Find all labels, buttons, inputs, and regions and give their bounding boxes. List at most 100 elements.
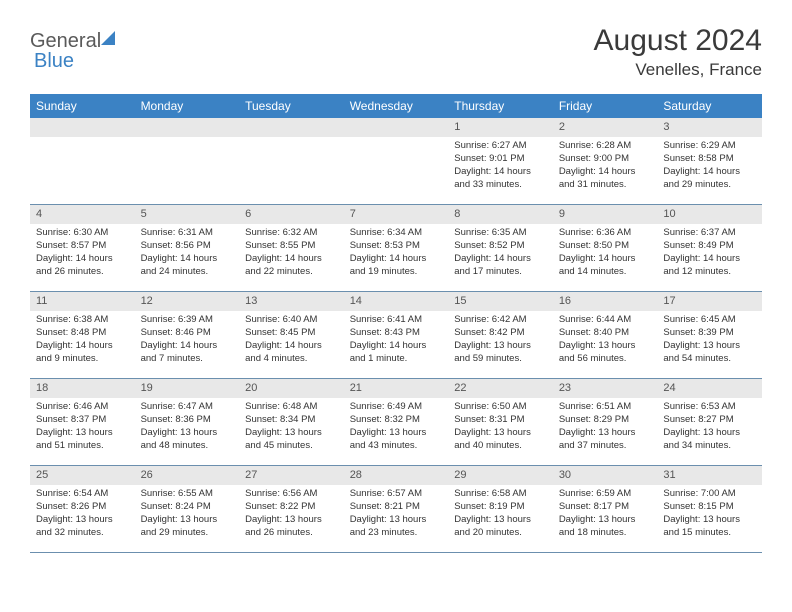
day-details: Sunrise: 6:31 AMSunset: 8:56 PMDaylight:… bbox=[135, 224, 240, 282]
day-number: 11 bbox=[30, 292, 135, 311]
day-number: 4 bbox=[30, 205, 135, 224]
weekday-header: Monday bbox=[135, 94, 240, 118]
calendar-day-cell: 23Sunrise: 6:51 AMSunset: 8:29 PMDayligh… bbox=[553, 379, 658, 466]
sunset-text: Sunset: 8:37 PM bbox=[36, 414, 129, 427]
daylight-text: Daylight: 13 hours and 37 minutes. bbox=[559, 427, 652, 453]
sunrise-text: Sunrise: 6:53 AM bbox=[663, 401, 756, 414]
sunset-text: Sunset: 8:57 PM bbox=[36, 240, 129, 253]
day-details: Sunrise: 6:37 AMSunset: 8:49 PMDaylight:… bbox=[657, 224, 762, 282]
day-details: Sunrise: 6:36 AMSunset: 8:50 PMDaylight:… bbox=[553, 224, 658, 282]
day-details: Sunrise: 6:51 AMSunset: 8:29 PMDaylight:… bbox=[553, 398, 658, 456]
day-number: 7 bbox=[344, 205, 449, 224]
day-details: Sunrise: 6:56 AMSunset: 8:22 PMDaylight:… bbox=[239, 485, 344, 543]
day-number: 28 bbox=[344, 466, 449, 485]
daylight-text: Daylight: 14 hours and 33 minutes. bbox=[454, 166, 547, 192]
day-number bbox=[30, 118, 135, 137]
daylight-text: Daylight: 13 hours and 54 minutes. bbox=[663, 340, 756, 366]
sunset-text: Sunset: 8:34 PM bbox=[245, 414, 338, 427]
calendar-day-cell: 11Sunrise: 6:38 AMSunset: 8:48 PMDayligh… bbox=[30, 292, 135, 379]
day-number: 19 bbox=[135, 379, 240, 398]
location-label: Venelles, France bbox=[594, 60, 762, 80]
sunset-text: Sunset: 8:42 PM bbox=[454, 327, 547, 340]
sunrise-text: Sunrise: 6:55 AM bbox=[141, 488, 234, 501]
calendar-day-cell: 24Sunrise: 6:53 AMSunset: 8:27 PMDayligh… bbox=[657, 379, 762, 466]
sunset-text: Sunset: 8:22 PM bbox=[245, 501, 338, 514]
sunset-text: Sunset: 8:50 PM bbox=[559, 240, 652, 253]
calendar-day-cell: 30Sunrise: 6:59 AMSunset: 8:17 PMDayligh… bbox=[553, 466, 658, 553]
day-details: Sunrise: 6:54 AMSunset: 8:26 PMDaylight:… bbox=[30, 485, 135, 543]
brand-part2: Blue bbox=[34, 50, 74, 73]
sunrise-text: Sunrise: 6:36 AM bbox=[559, 227, 652, 240]
day-details: Sunrise: 6:45 AMSunset: 8:39 PMDaylight:… bbox=[657, 311, 762, 369]
calendar-day-cell bbox=[344, 118, 449, 205]
calendar-day-cell: 4Sunrise: 6:30 AMSunset: 8:57 PMDaylight… bbox=[30, 205, 135, 292]
sunset-text: Sunset: 8:32 PM bbox=[350, 414, 443, 427]
day-details: Sunrise: 6:39 AMSunset: 8:46 PMDaylight:… bbox=[135, 311, 240, 369]
calendar-day-cell: 13Sunrise: 6:40 AMSunset: 8:45 PMDayligh… bbox=[239, 292, 344, 379]
calendar-day-cell: 15Sunrise: 6:42 AMSunset: 8:42 PMDayligh… bbox=[448, 292, 553, 379]
day-number: 24 bbox=[657, 379, 762, 398]
calendar-header-row: SundayMondayTuesdayWednesdayThursdayFrid… bbox=[30, 94, 762, 118]
daylight-text: Daylight: 14 hours and 17 minutes. bbox=[454, 253, 547, 279]
sunrise-text: Sunrise: 6:41 AM bbox=[350, 314, 443, 327]
sunrise-text: Sunrise: 6:59 AM bbox=[559, 488, 652, 501]
day-number: 9 bbox=[553, 205, 658, 224]
day-number: 31 bbox=[657, 466, 762, 485]
day-number: 3 bbox=[657, 118, 762, 137]
sunrise-text: Sunrise: 6:51 AM bbox=[559, 401, 652, 414]
sunset-text: Sunset: 9:01 PM bbox=[454, 153, 547, 166]
sunrise-text: Sunrise: 6:49 AM bbox=[350, 401, 443, 414]
daylight-text: Daylight: 13 hours and 48 minutes. bbox=[141, 427, 234, 453]
day-details: Sunrise: 6:42 AMSunset: 8:42 PMDaylight:… bbox=[448, 311, 553, 369]
sunrise-text: Sunrise: 6:50 AM bbox=[454, 401, 547, 414]
calendar-day-cell bbox=[135, 118, 240, 205]
sunset-text: Sunset: 8:29 PM bbox=[559, 414, 652, 427]
day-number: 1 bbox=[448, 118, 553, 137]
sunset-text: Sunset: 8:24 PM bbox=[141, 501, 234, 514]
day-details: Sunrise: 6:41 AMSunset: 8:43 PMDaylight:… bbox=[344, 311, 449, 369]
sunrise-text: Sunrise: 6:42 AM bbox=[454, 314, 547, 327]
calendar-day-cell: 5Sunrise: 6:31 AMSunset: 8:56 PMDaylight… bbox=[135, 205, 240, 292]
day-details: Sunrise: 6:27 AMSunset: 9:01 PMDaylight:… bbox=[448, 137, 553, 195]
day-number: 26 bbox=[135, 466, 240, 485]
sunrise-text: Sunrise: 6:47 AM bbox=[141, 401, 234, 414]
daylight-text: Daylight: 13 hours and 51 minutes. bbox=[36, 427, 129, 453]
daylight-text: Daylight: 13 hours and 40 minutes. bbox=[454, 427, 547, 453]
day-number: 20 bbox=[239, 379, 344, 398]
calendar-week-row: 25Sunrise: 6:54 AMSunset: 8:26 PMDayligh… bbox=[30, 466, 762, 553]
daylight-text: Daylight: 13 hours and 34 minutes. bbox=[663, 427, 756, 453]
month-title: August 2024 bbox=[594, 24, 762, 57]
day-number: 30 bbox=[553, 466, 658, 485]
sunrise-text: Sunrise: 6:28 AM bbox=[559, 140, 652, 153]
weekday-header: Thursday bbox=[448, 94, 553, 118]
sunset-text: Sunset: 8:26 PM bbox=[36, 501, 129, 514]
weekday-header: Friday bbox=[553, 94, 658, 118]
daylight-text: Daylight: 14 hours and 24 minutes. bbox=[141, 253, 234, 279]
sunrise-text: Sunrise: 6:44 AM bbox=[559, 314, 652, 327]
calendar-page: General August 2024 Venelles, France Sun… bbox=[0, 0, 792, 573]
calendar-day-cell: 17Sunrise: 6:45 AMSunset: 8:39 PMDayligh… bbox=[657, 292, 762, 379]
day-details: Sunrise: 6:38 AMSunset: 8:48 PMDaylight:… bbox=[30, 311, 135, 369]
day-number: 22 bbox=[448, 379, 553, 398]
daylight-text: Daylight: 13 hours and 59 minutes. bbox=[454, 340, 547, 366]
day-number: 23 bbox=[553, 379, 658, 398]
sunset-text: Sunset: 8:31 PM bbox=[454, 414, 547, 427]
day-details: Sunrise: 6:44 AMSunset: 8:40 PMDaylight:… bbox=[553, 311, 658, 369]
sunrise-text: Sunrise: 6:56 AM bbox=[245, 488, 338, 501]
calendar-day-cell: 18Sunrise: 6:46 AMSunset: 8:37 PMDayligh… bbox=[30, 379, 135, 466]
sunrise-text: Sunrise: 6:29 AM bbox=[663, 140, 756, 153]
day-details: Sunrise: 6:47 AMSunset: 8:36 PMDaylight:… bbox=[135, 398, 240, 456]
daylight-text: Daylight: 14 hours and 14 minutes. bbox=[559, 253, 652, 279]
sunrise-text: Sunrise: 6:37 AM bbox=[663, 227, 756, 240]
sunset-text: Sunset: 8:40 PM bbox=[559, 327, 652, 340]
sunrise-text: Sunrise: 6:54 AM bbox=[36, 488, 129, 501]
day-number bbox=[239, 118, 344, 137]
sunrise-text: Sunrise: 6:46 AM bbox=[36, 401, 129, 414]
weekday-header: Tuesday bbox=[239, 94, 344, 118]
sunset-text: Sunset: 8:53 PM bbox=[350, 240, 443, 253]
sunrise-text: Sunrise: 6:38 AM bbox=[36, 314, 129, 327]
sunrise-text: Sunrise: 6:58 AM bbox=[454, 488, 547, 501]
calendar-body: 1Sunrise: 6:27 AMSunset: 9:01 PMDaylight… bbox=[30, 118, 762, 553]
sunset-text: Sunset: 8:43 PM bbox=[350, 327, 443, 340]
day-number: 17 bbox=[657, 292, 762, 311]
